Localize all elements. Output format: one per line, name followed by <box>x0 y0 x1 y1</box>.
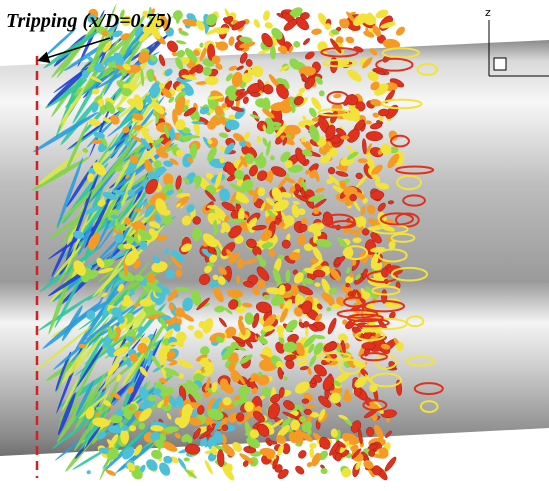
vortex <box>297 449 308 460</box>
vortex <box>383 456 398 473</box>
vortex <box>176 39 187 45</box>
vortex <box>264 21 274 30</box>
vortex <box>294 464 306 475</box>
vortex <box>292 40 301 49</box>
vortex <box>153 388 161 395</box>
vortex <box>388 200 394 204</box>
vortex <box>302 399 309 404</box>
vortex <box>183 467 198 479</box>
vortex <box>86 469 92 475</box>
vortex <box>250 92 260 96</box>
vortex <box>368 450 374 457</box>
vortex <box>203 459 214 475</box>
vortex <box>303 321 309 327</box>
vortex <box>320 468 327 474</box>
vortex <box>227 219 245 223</box>
vortex <box>362 342 376 350</box>
vortex <box>171 8 185 22</box>
vortex <box>140 299 153 307</box>
vortex <box>184 457 190 461</box>
vortex <box>228 36 236 47</box>
vortex <box>345 36 355 45</box>
vortex <box>302 37 311 46</box>
annotation-label: Tripping (x/D=0.75) <box>6 10 172 32</box>
vortex <box>252 18 261 29</box>
vortex <box>223 397 232 406</box>
axis-label: z <box>485 6 491 19</box>
vortex <box>236 413 244 422</box>
vortex <box>199 42 204 48</box>
visualization: Tripping (x/D=0.75) z <box>0 0 549 491</box>
vortex <box>262 10 271 22</box>
vortex <box>309 448 314 458</box>
vortex <box>311 28 322 36</box>
vortex <box>309 442 317 449</box>
vortex <box>394 25 406 37</box>
